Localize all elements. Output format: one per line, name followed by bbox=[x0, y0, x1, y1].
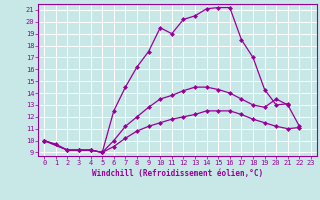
X-axis label: Windchill (Refroidissement éolien,°C): Windchill (Refroidissement éolien,°C) bbox=[92, 169, 263, 178]
